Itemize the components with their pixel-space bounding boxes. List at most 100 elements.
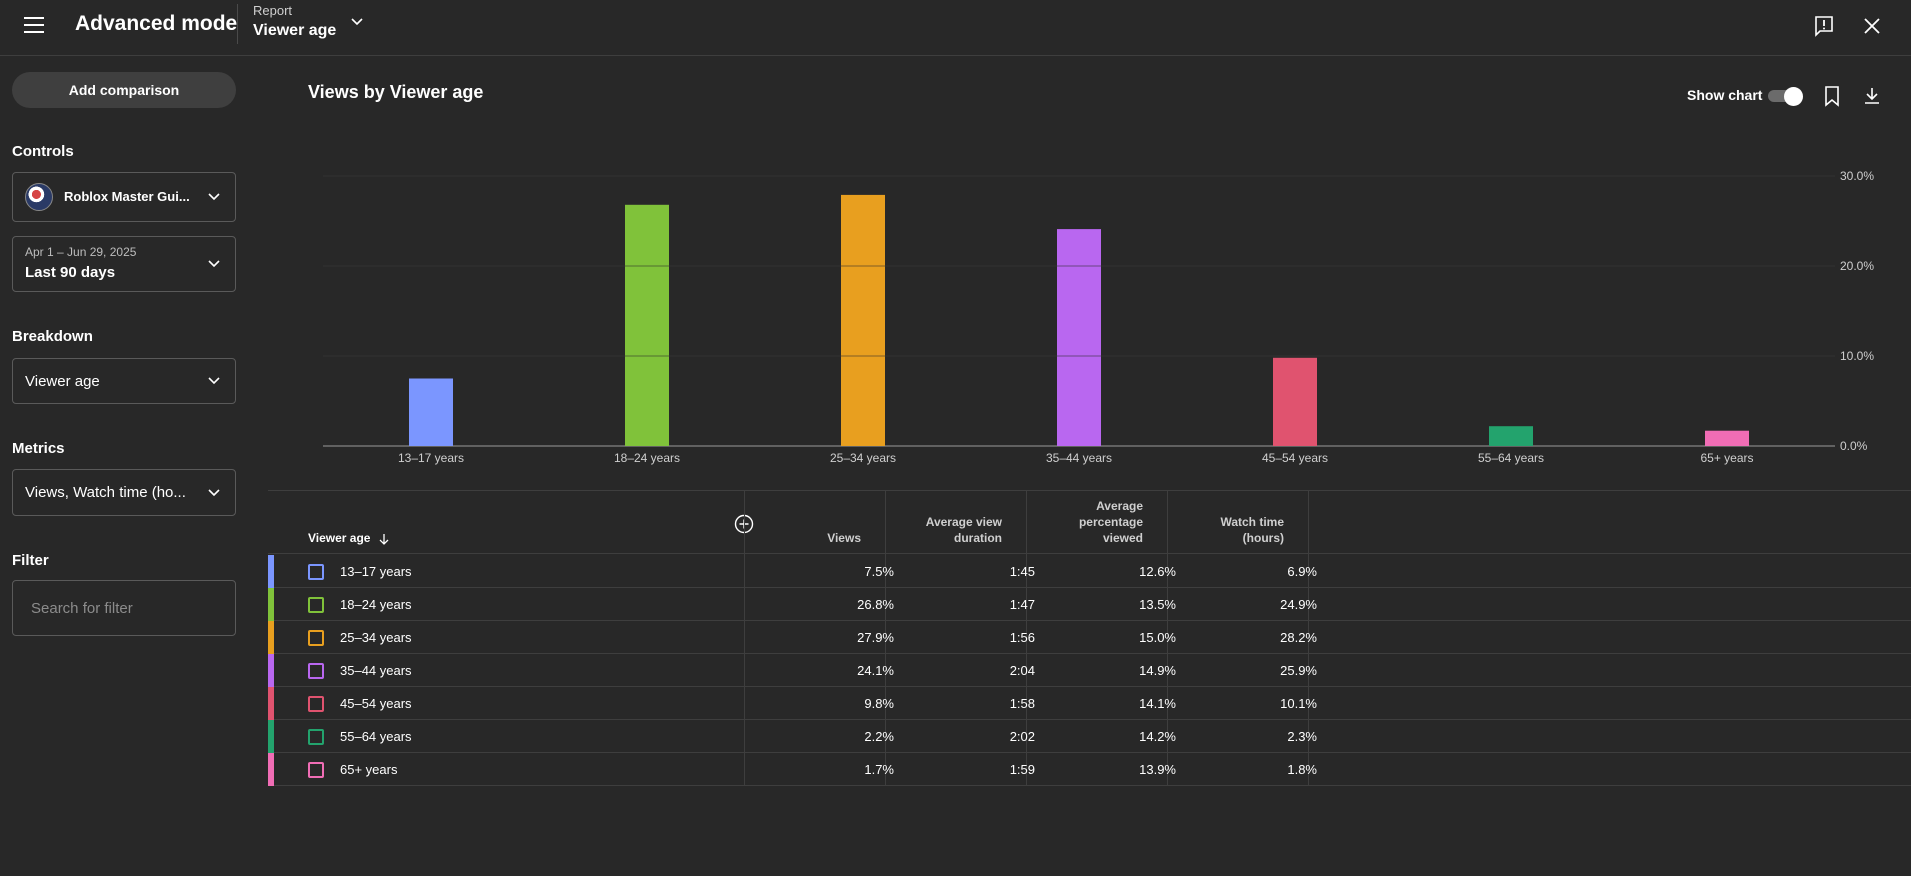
header-wt-line1: Watch time <box>1220 515 1284 529</box>
row-label: 45–54 years <box>340 696 412 711</box>
metrics-value: Views, Watch time (ho... <box>25 484 186 501</box>
cell-watch-time: 2.3% <box>1287 729 1317 744</box>
column-divider <box>1167 491 1168 785</box>
header-viewer-age-label: Viewer age <box>308 531 371 545</box>
table-row[interactable]: 65+ years 1.7% 1:59 13.9% 1.8% <box>268 753 1911 786</box>
column-divider <box>1026 491 1027 785</box>
cell-watch-time: 6.9% <box>1287 564 1317 579</box>
header-avd-line2: duration <box>954 531 1002 545</box>
row-color-stripe <box>268 687 274 720</box>
app-title: Advanced mode <box>75 12 238 35</box>
date-range-select[interactable]: Apr 1 – Jun 29, 2025 Last 90 days <box>12 236 236 292</box>
x-tick-label: 35–44 years <box>1046 451 1112 465</box>
sort-down-icon <box>380 534 389 545</box>
table-row[interactable]: 45–54 years 9.8% 1:58 14.1% 10.1% <box>268 687 1911 720</box>
bar-chart: 0.0% 10.0% 20.0% 30.0% 13–17 years 18–24 year… <box>323 169 1874 465</box>
row-checkbox[interactable] <box>308 630 324 646</box>
close-icon[interactable] <box>1860 14 1884 38</box>
cell-avg-pct-viewed: 14.2% <box>1139 729 1176 744</box>
header-watch-time[interactable]: Watch time (hours) <box>1167 491 1308 554</box>
cell-avg-view-duration: 2:02 <box>1009 729 1035 744</box>
row-color-stripe <box>268 621 274 654</box>
chevron-down-icon <box>208 377 220 385</box>
show-chart-toggle[interactable] <box>1768 87 1804 106</box>
row-label: 25–34 years <box>340 630 412 645</box>
report-caption: Report <box>253 3 293 18</box>
cell-views: 7.5% <box>864 564 894 579</box>
sidebar: Add comparison Controls Roblox Master Gu… <box>0 56 248 876</box>
download-icon[interactable] <box>1860 84 1884 108</box>
table-row[interactable]: 35–44 years 24.1% 2:04 14.9% 25.9% <box>268 654 1911 687</box>
hamburger-icon[interactable] <box>22 14 46 38</box>
channel-name: Roblox Master Gui... <box>64 189 190 204</box>
row-checkbox[interactable] <box>308 729 324 745</box>
cell-avg-view-duration: 1:58 <box>1009 696 1035 711</box>
bar-5[interactable] <box>1273 357 1317 446</box>
channel-select[interactable]: Roblox Master Gui... <box>12 172 236 222</box>
date-range-sub: Apr 1 – Jun 29, 2025 <box>25 245 137 259</box>
chevron-down-icon <box>208 488 220 496</box>
y-tick-label: 20.0% <box>1840 259 1874 273</box>
table-row[interactable]: 18–24 years 26.8% 1:47 13.5% 24.9% <box>268 588 1911 621</box>
row-checkbox[interactable] <box>308 564 324 580</box>
cell-avg-view-duration: 2:04 <box>1009 663 1035 678</box>
table-row[interactable]: 55–64 years 2.2% 2:02 14.2% 2.3% <box>268 720 1911 753</box>
table-row[interactable]: 13–17 years 7.5% 1:45 12.6% 6.9% <box>268 555 1911 588</box>
filter-search-input[interactable] <box>12 580 236 636</box>
cell-views: 26.8% <box>857 597 894 612</box>
x-tick-label: 25–34 years <box>830 451 896 465</box>
x-tick-label: 45–54 years <box>1262 451 1328 465</box>
bar-7[interactable] <box>1705 430 1749 446</box>
report-selector[interactable]: Report Viewer age <box>253 3 373 43</box>
header-avg-pct-viewed[interactable]: Average percentage viewed <box>1026 491 1167 554</box>
column-divider <box>885 491 886 785</box>
row-checkbox[interactable] <box>308 663 324 679</box>
bar-3[interactable] <box>841 194 885 446</box>
bookmark-icon[interactable] <box>1820 84 1844 108</box>
table-row[interactable]: 25–34 years 27.9% 1:56 15.0% 28.2% <box>268 621 1911 654</box>
bar-2[interactable] <box>625 204 669 446</box>
y-tick-label: 10.0% <box>1840 349 1874 363</box>
header-avg-view-duration[interactable]: Average view duration <box>885 491 1026 554</box>
filter-label: Filter <box>12 552 49 569</box>
cell-avg-pct-viewed: 13.9% <box>1139 762 1176 777</box>
row-checkbox[interactable] <box>308 597 324 613</box>
bar-1[interactable] <box>409 378 453 447</box>
header-views-label: Views <box>827 531 861 545</box>
header-wt-line2: (hours) <box>1242 531 1284 545</box>
cell-watch-time: 1.8% <box>1287 762 1317 777</box>
metrics-select[interactable]: Views, Watch time (ho... <box>12 469 236 516</box>
header-viewer-age[interactable]: Viewer age <box>268 491 744 554</box>
breakdown-select[interactable]: Viewer age <box>12 358 236 404</box>
chevron-down-icon <box>208 260 220 268</box>
controls-label: Controls <box>12 143 74 160</box>
column-divider <box>1308 491 1309 785</box>
show-chart-label: Show chart <box>1687 87 1763 103</box>
row-checkbox[interactable] <box>308 696 324 712</box>
cell-views: 27.9% <box>857 630 894 645</box>
feedback-icon[interactable] <box>1812 14 1836 38</box>
add-comparison-button[interactable]: Add comparison <box>12 72 236 108</box>
cell-views: 24.1% <box>857 663 894 678</box>
x-tick-label: 65+ years <box>1700 451 1753 465</box>
cell-views: 1.7% <box>864 762 894 777</box>
report-value: Viewer age <box>253 22 337 39</box>
topbar-divider <box>237 4 238 44</box>
cell-avg-pct-viewed: 12.6% <box>1139 564 1176 579</box>
row-checkbox[interactable] <box>308 762 324 778</box>
row-label: 13–17 years <box>340 564 412 579</box>
row-label: 65+ years <box>340 762 398 777</box>
cell-avg-pct-viewed: 14.1% <box>1139 696 1176 711</box>
cell-avg-pct-viewed: 13.5% <box>1139 597 1176 612</box>
bar-4[interactable] <box>1057 229 1101 446</box>
breakdown-label: Breakdown <box>12 328 93 345</box>
row-color-stripe <box>268 588 274 621</box>
x-tick-label: 55–64 years <box>1478 451 1544 465</box>
bar-6[interactable] <box>1489 426 1533 446</box>
header-avd-line1: Average view <box>925 515 1002 529</box>
cell-watch-time: 10.1% <box>1280 696 1317 711</box>
header-views[interactable]: Views <box>744 491 885 554</box>
toggle-knob <box>1784 87 1803 106</box>
x-tick-label: 18–24 years <box>614 451 680 465</box>
top-bar: Advanced mode Report Viewer age <box>0 0 1911 56</box>
